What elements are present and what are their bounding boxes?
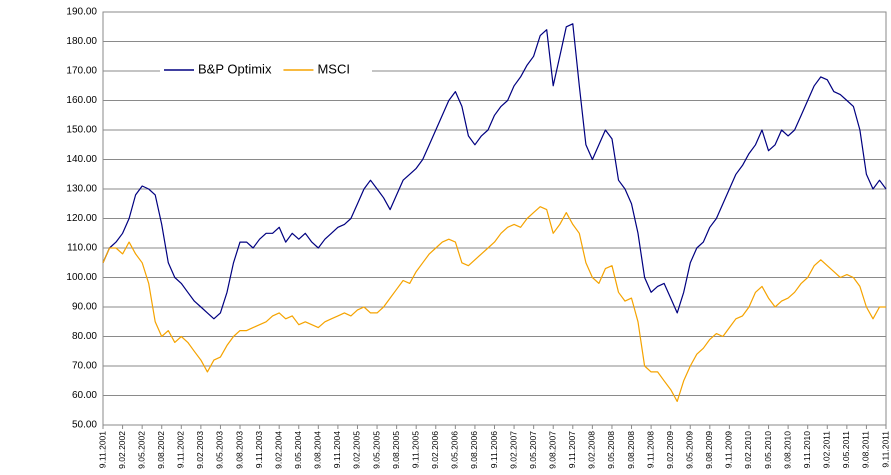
- y-tick-label: 70.00: [72, 361, 97, 372]
- x-tick-label: 9.02.2008: [587, 431, 597, 469]
- x-tick-label: 9.08.2009: [704, 431, 714, 469]
- x-tick-label: 9.02.2002: [117, 431, 127, 469]
- y-tick-label: 170.00: [66, 66, 97, 77]
- x-tick-label: 9.11.2003: [254, 431, 264, 468]
- legend-label: B&P Optimix: [198, 61, 272, 76]
- x-tick-label: 9.11.2011: [880, 431, 890, 468]
- x-tick-label: 9.05.2011: [841, 431, 851, 468]
- series-line: [102, 23, 887, 320]
- x-tick-label: 9.11.2006: [489, 431, 499, 468]
- y-tick-label: 80.00: [72, 331, 97, 342]
- x-tick-label: 9.08.2004: [313, 431, 323, 469]
- x-tick-label: 9.02.2005: [352, 431, 362, 469]
- x-tick-label: 9.08.2010: [782, 431, 792, 469]
- x-tick-label: 9.02.2006: [430, 431, 440, 469]
- x-tick-label: 9.11.2007: [567, 431, 577, 468]
- x-tick-label: 9.11.2004: [332, 431, 342, 468]
- x-tick-label: 9.08.2011: [861, 431, 871, 468]
- y-tick-label: 50.00: [72, 420, 97, 431]
- y-tick-label: 60.00: [72, 390, 97, 401]
- y-tick-label: 160.00: [66, 95, 97, 106]
- x-tick-label: 9.02.2003: [195, 431, 205, 469]
- x-tick-label: 9.02.2009: [665, 431, 675, 469]
- x-tick-label: 9.08.2007: [547, 431, 557, 469]
- y-tick-label: 150.00: [66, 125, 97, 136]
- x-tick-label: 9.05.2004: [293, 431, 303, 469]
- x-tick-label: 9.05.2007: [528, 431, 538, 469]
- legend-label: MSCI: [317, 61, 350, 76]
- x-tick-label: 9.05.2005: [371, 431, 381, 469]
- y-tick-label: 140.00: [66, 154, 97, 165]
- y-tick-label: 130.00: [66, 184, 97, 195]
- x-tick-label: 9.08.2002: [156, 431, 166, 469]
- x-tick-label: 9.08.2005: [391, 431, 401, 469]
- x-tick-label: 9.02.2011: [822, 431, 832, 468]
- y-tick-label: 100.00: [66, 272, 97, 283]
- x-tick-label: 9.02.2004: [273, 431, 283, 469]
- y-tick-label: 180.00: [66, 36, 97, 47]
- x-tick-label: 9.11.2010: [802, 431, 812, 468]
- y-tick-label: 120.00: [66, 213, 97, 224]
- y-tick-label: 190.00: [66, 7, 97, 18]
- x-tick-label: 9.11.2002: [176, 431, 186, 468]
- x-tick-label: 9.11.2008: [645, 431, 655, 468]
- x-tick-label: 9.02.2010: [743, 431, 753, 469]
- x-tick-label: 9.11.2009: [724, 431, 734, 468]
- x-tick-label: 9.05.2002: [136, 431, 146, 469]
- series-line: [102, 206, 886, 402]
- x-tick-label: 9.05.2008: [606, 431, 616, 469]
- legend-box: [160, 61, 372, 79]
- x-tick-label: 9.11.2001: [97, 431, 107, 468]
- x-tick-label: 9.08.2006: [469, 431, 479, 469]
- y-tick-label: 90.00: [72, 302, 97, 313]
- x-tick-label: 9.08.2003: [234, 431, 244, 469]
- x-tick-label: 9.05.2010: [763, 431, 773, 469]
- x-tick-label: 9.05.2003: [215, 431, 225, 469]
- x-tick-label: 9.02.2007: [508, 431, 518, 469]
- y-tick-label: 110.00: [67, 243, 97, 254]
- x-tick-label: 9.05.2009: [685, 431, 695, 469]
- x-tick-label: 9.05.2006: [450, 431, 460, 469]
- x-tick-label: 9.08.2008: [626, 431, 636, 469]
- x-tick-label: 9.11.2005: [410, 431, 420, 468]
